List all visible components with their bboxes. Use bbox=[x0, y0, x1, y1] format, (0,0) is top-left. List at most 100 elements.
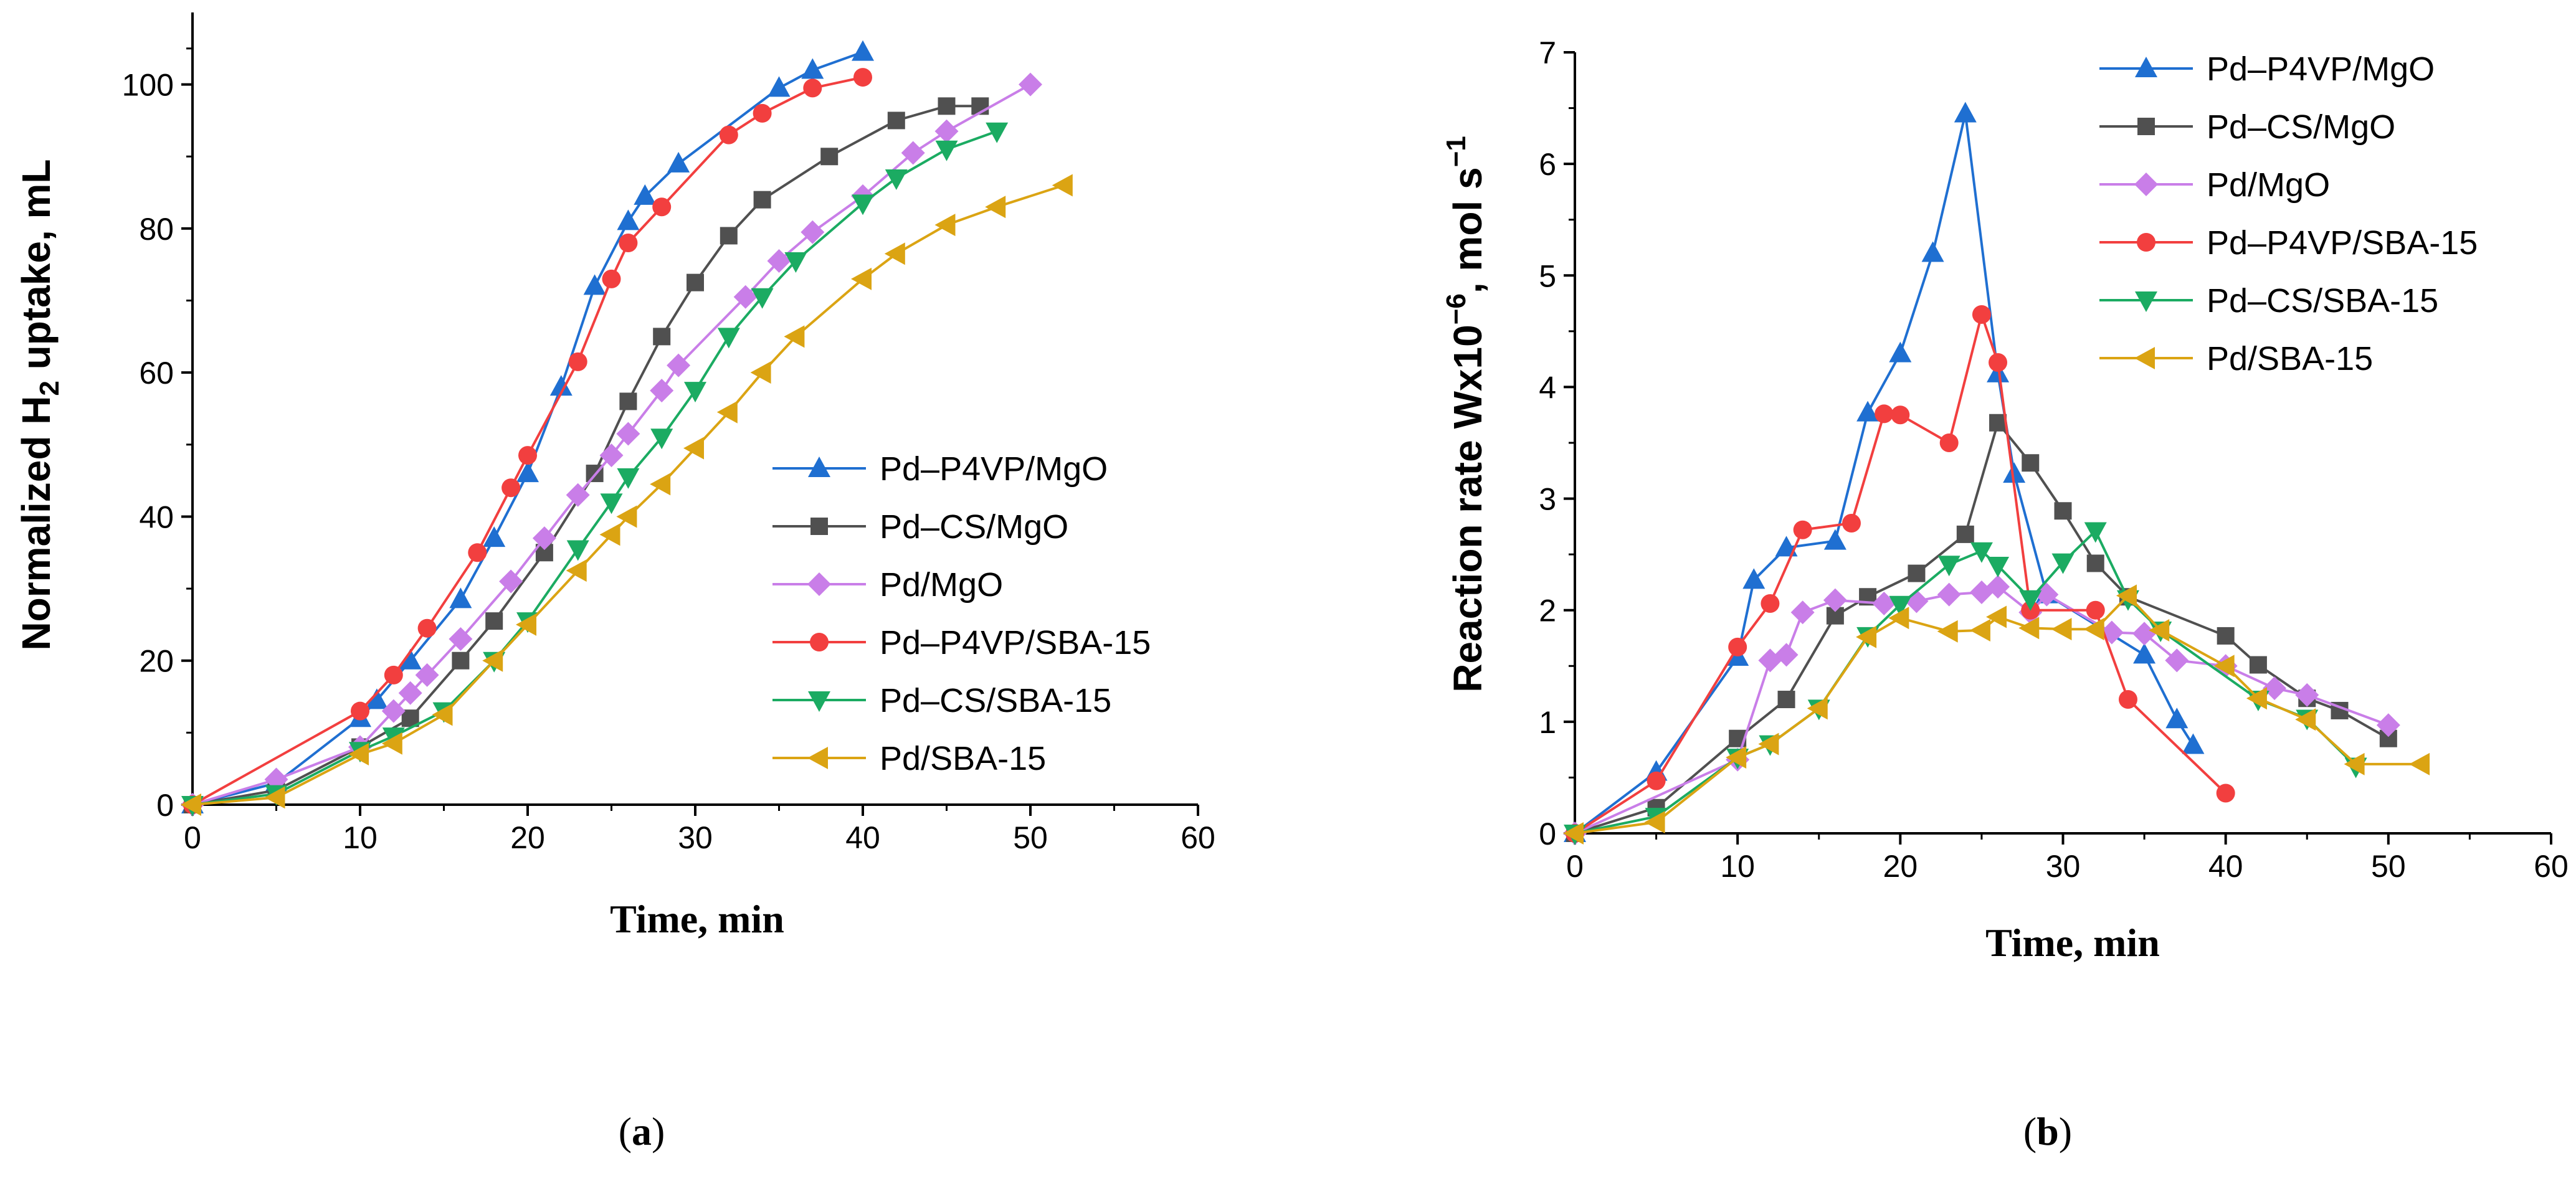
series-2 bbox=[1563, 575, 2400, 845]
data-point bbox=[2182, 733, 2205, 754]
y-tick-label: 2 bbox=[1539, 594, 1556, 628]
data-point bbox=[2086, 554, 2104, 572]
data-point bbox=[2133, 643, 2156, 664]
data-point bbox=[1956, 525, 1974, 543]
data-point bbox=[549, 375, 573, 396]
data-point bbox=[1921, 241, 1944, 262]
data-point bbox=[1856, 625, 1877, 648]
data-point bbox=[784, 325, 805, 348]
x-tick-label: 60 bbox=[1181, 820, 1215, 855]
data-point bbox=[619, 234, 638, 253]
data-point bbox=[938, 97, 956, 115]
data-point bbox=[566, 559, 587, 582]
data-point bbox=[381, 699, 406, 723]
data-point bbox=[2213, 655, 2235, 678]
legend-label: Pd/MgO bbox=[2207, 166, 2330, 204]
data-point bbox=[449, 627, 473, 651]
y-tick-label: 100 bbox=[122, 68, 174, 103]
data-point bbox=[650, 379, 674, 403]
data-point bbox=[417, 618, 437, 638]
x-tick-label: 50 bbox=[2371, 849, 2406, 884]
data-point bbox=[2022, 454, 2040, 472]
panel-a-series-layer bbox=[181, 40, 1073, 817]
data-point bbox=[452, 651, 470, 670]
data-point bbox=[2217, 627, 2235, 645]
series-3 bbox=[1566, 305, 2235, 843]
data-point bbox=[1986, 605, 2007, 628]
data-point bbox=[599, 523, 620, 546]
data-point bbox=[852, 194, 874, 215]
data-point bbox=[784, 252, 807, 273]
legend-entry-0: Pd–P4VP/MgO bbox=[772, 450, 1108, 488]
data-point bbox=[887, 111, 905, 130]
panel-b-series-layer bbox=[1563, 102, 2430, 845]
data-point bbox=[1726, 746, 1747, 769]
panel-a-chart: Normalized H2 uptake, mL Time, min 0 10 20… bbox=[14, 12, 1215, 1153]
legend-marker bbox=[2135, 291, 2157, 312]
series-4 bbox=[1564, 522, 2367, 845]
data-point bbox=[1790, 600, 1815, 625]
legend-label: Pd/MgO bbox=[880, 566, 1003, 604]
data-point bbox=[2118, 690, 2137, 709]
data-point bbox=[1758, 732, 1779, 755]
data-point bbox=[1989, 353, 2008, 372]
data-point bbox=[264, 786, 285, 809]
x-tick-label: 40 bbox=[2208, 849, 2243, 884]
series-line bbox=[1574, 585, 2389, 835]
data-point bbox=[2086, 600, 2105, 620]
data-point bbox=[1793, 520, 1812, 539]
data-point bbox=[2116, 584, 2137, 607]
data-point bbox=[381, 732, 402, 755]
data-point bbox=[1939, 433, 1959, 452]
data-point bbox=[768, 76, 791, 97]
legend-marker bbox=[808, 457, 830, 477]
data-point bbox=[568, 352, 587, 371]
data-point bbox=[719, 125, 738, 144]
legend-marker bbox=[2134, 173, 2158, 196]
data-point bbox=[2249, 656, 2267, 674]
data-point bbox=[1019, 72, 1042, 97]
panel-a-label: (a) bbox=[619, 1109, 665, 1153]
legend-label: Pd–CS/MgO bbox=[880, 508, 1068, 546]
y-tick-label: 60 bbox=[139, 356, 174, 391]
legend-marker bbox=[807, 747, 828, 769]
data-point bbox=[600, 493, 623, 514]
legend-entry-2: Pd/MgO bbox=[772, 566, 1003, 604]
data-point bbox=[384, 665, 403, 684]
x-tick-label: 50 bbox=[1013, 820, 1048, 855]
legend-entry-3: Pd–P4VP/SBA-15 bbox=[2099, 224, 2478, 262]
series-line bbox=[192, 76, 863, 806]
data-point bbox=[351, 701, 369, 721]
panel-b-y-axis-title: Reaction rate Wx10−6, mol s−1 bbox=[1441, 136, 1490, 693]
data-point bbox=[583, 274, 606, 295]
data-point bbox=[566, 540, 589, 561]
data-point bbox=[1954, 102, 1977, 123]
data-point bbox=[884, 242, 905, 265]
y-tick-label: 1 bbox=[1539, 705, 1556, 740]
data-point bbox=[716, 400, 738, 424]
data-point bbox=[2344, 752, 2365, 775]
data-point bbox=[1563, 822, 1584, 845]
data-point bbox=[415, 663, 439, 687]
data-point bbox=[803, 78, 822, 98]
data-point bbox=[667, 151, 690, 173]
legend-entry-5: Pd/SBA-15 bbox=[2099, 340, 2373, 377]
series-3 bbox=[183, 68, 872, 814]
data-point bbox=[1742, 568, 1766, 589]
y-tick-label: 5 bbox=[1539, 258, 1556, 293]
data-point bbox=[566, 483, 590, 507]
data-point bbox=[1970, 542, 1993, 563]
data-point bbox=[801, 58, 824, 79]
data-point bbox=[1969, 618, 1990, 642]
x-tick-label: 60 bbox=[2534, 849, 2569, 884]
data-point bbox=[1842, 513, 1861, 533]
legend-marker bbox=[808, 691, 830, 712]
data-point bbox=[684, 382, 706, 403]
data-point bbox=[720, 227, 738, 245]
data-point bbox=[801, 220, 825, 244]
data-point bbox=[634, 184, 657, 205]
data-point bbox=[934, 119, 959, 143]
x-tick-label: 10 bbox=[1720, 849, 1755, 884]
data-point bbox=[2083, 618, 2104, 641]
series-line bbox=[1574, 313, 2227, 835]
